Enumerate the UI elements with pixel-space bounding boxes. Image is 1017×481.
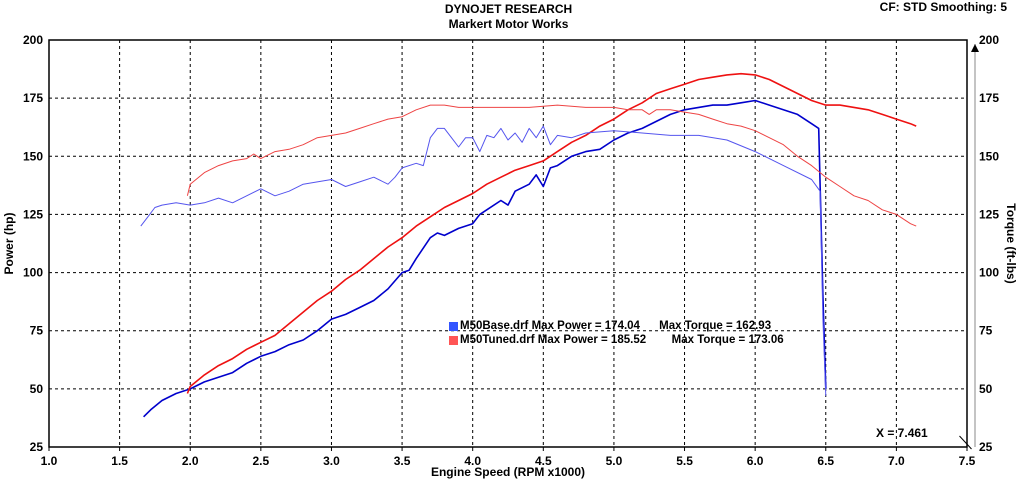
y-tick-label-left: 50: [30, 382, 44, 396]
plot-area: [48, 39, 968, 448]
legend-file-tuned: M50Tuned.drf: [460, 334, 535, 346]
cursor-marker: [959, 435, 972, 450]
y-tick-label-right: 150: [979, 149, 999, 163]
y-tick-label-left: 175: [23, 91, 43, 105]
series-line-m50tuned-drf-power: [186, 72, 917, 394]
y-tick-label-left: 75: [30, 324, 44, 338]
x-tick-label: 7.5: [959, 454, 976, 468]
cursor-readout: X = 7.461: [876, 426, 928, 440]
y-tick-label-right: 125: [979, 207, 999, 221]
legend-max-power-tuned: Max Power = 185.52: [537, 334, 647, 346]
x-tick-label: 7.0: [888, 454, 905, 468]
y-tick-label-right: 100: [979, 266, 999, 280]
legend-entry-base: M50Base.drf Max Power = 174.04 Max Torqu…: [449, 320, 771, 332]
x-tick-label: 6.0: [747, 454, 764, 468]
y-axis-label-right: Torque (ft-lbs): [1004, 203, 1017, 283]
x-tick-label: 1.0: [41, 454, 58, 468]
y-tick-label-left: 25: [30, 440, 44, 454]
legend-max-torque-base: Max Torque = 162.93: [659, 320, 772, 332]
legend-file-base: M50Base.drf: [460, 320, 529, 332]
y-tick-label-right: 75: [979, 324, 993, 338]
x-tick-label: 4.0: [464, 454, 481, 468]
series-line-m50tuned-drf-torque: [186, 104, 917, 227]
y-tick-label-right: 200: [979, 33, 999, 47]
y-tick-label-right: 50: [979, 382, 993, 396]
x-axis-label: Engine Speed (RPM x1000): [431, 465, 585, 479]
x-tick-label: 3.0: [323, 454, 340, 468]
x-tick-label: 6.5: [817, 454, 834, 468]
x-tick-label: 1.5: [111, 454, 128, 468]
x-tick-label: 5.0: [606, 454, 623, 468]
x-tick-label: 2.5: [253, 454, 270, 468]
y-tick-label-right: 25: [979, 440, 993, 454]
correction-smoothing-settings: CF: STD Smoothing: 5: [879, 0, 1007, 14]
legend-max-torque-tuned: Max Torque = 173.06: [671, 334, 784, 346]
x-tick-label: 4.5: [535, 454, 552, 468]
series-line-m50base-drf-torque: [140, 125, 827, 396]
y-tick-label-left: 200: [23, 33, 43, 47]
legend-max-power-base: Max Power = 174.04: [531, 320, 640, 332]
legend-entry-tuned: M50Tuned.drf Max Power = 185.52 Max Torq…: [449, 334, 784, 346]
series-line-m50base-drf-power: [143, 99, 827, 418]
up-arrow-icon: [971, 44, 979, 52]
y-axis-label-left: Power (hp): [2, 212, 16, 274]
x-tick-label: 2.0: [182, 454, 199, 468]
y-tick-label-left: 125: [23, 207, 43, 221]
chart-subtitle: Markert Motor Works: [448, 17, 569, 31]
x-tick-label: 3.5: [394, 454, 411, 468]
legend-swatch-base: [449, 321, 458, 331]
x-tick-label: 5.5: [676, 454, 693, 468]
chart-title: DYNOJET RESEARCH: [444, 2, 573, 16]
y-tick-label-left: 100: [23, 266, 43, 280]
y-tick-label-right: 175: [979, 91, 999, 105]
legend-swatch-tuned: [449, 335, 458, 345]
y-tick-label-left: 150: [23, 149, 43, 163]
